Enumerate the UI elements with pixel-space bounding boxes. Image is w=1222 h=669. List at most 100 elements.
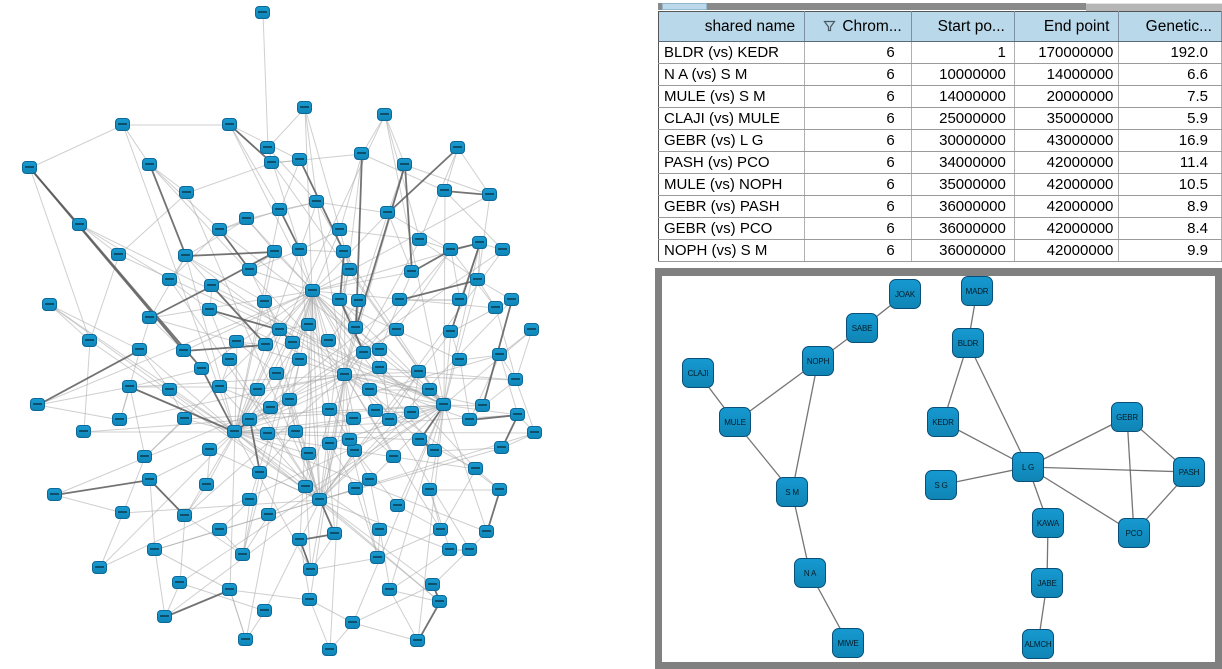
subnetwork-node-bldr[interactable]: BLDR bbox=[952, 328, 984, 358]
network-node[interactable] bbox=[362, 383, 377, 396]
network-node[interactable] bbox=[332, 293, 347, 306]
network-node[interactable] bbox=[112, 413, 127, 426]
network-node[interactable] bbox=[305, 284, 320, 297]
column-header-endpoint[interactable]: End point bbox=[1014, 11, 1120, 42]
network-node[interactable] bbox=[382, 583, 397, 596]
table-cell[interactable]: 7.5 bbox=[1118, 85, 1222, 108]
table-cell[interactable]: 42000000 bbox=[1014, 217, 1120, 240]
network-node[interactable] bbox=[261, 508, 276, 521]
network-node[interactable] bbox=[472, 236, 487, 249]
table-cell[interactable]: 8.4 bbox=[1118, 217, 1222, 240]
network-node[interactable] bbox=[115, 118, 130, 131]
network-node[interactable] bbox=[42, 298, 57, 311]
network-node[interactable] bbox=[257, 295, 272, 308]
network-node[interactable] bbox=[390, 499, 405, 512]
table-cell[interactable]: 14000000 bbox=[1014, 63, 1120, 86]
network-node[interactable] bbox=[142, 311, 157, 324]
network-node[interactable] bbox=[222, 353, 237, 366]
network-node[interactable] bbox=[462, 413, 477, 426]
network-node[interactable] bbox=[285, 336, 300, 349]
subnetwork-node-gebr[interactable]: GEBR bbox=[1111, 402, 1143, 432]
subnetwork-node-sg[interactable]: S G bbox=[925, 470, 957, 500]
network-node[interactable] bbox=[327, 527, 342, 540]
network-node[interactable] bbox=[524, 323, 539, 336]
network-node[interactable] bbox=[443, 243, 458, 256]
table-cell[interactable]: 170000000 bbox=[1014, 41, 1120, 64]
network-node[interactable] bbox=[250, 383, 265, 396]
table-cell[interactable]: 20000000 bbox=[1014, 85, 1120, 108]
network-node[interactable] bbox=[425, 578, 440, 591]
subnetwork-node-madr[interactable]: MADR bbox=[961, 276, 993, 306]
network-node[interactable] bbox=[301, 447, 316, 460]
table-cell[interactable]: 6 bbox=[804, 129, 912, 152]
table-cell[interactable]: 6 bbox=[804, 217, 912, 240]
table-row[interactable]: NOPH (vs) S M 6 36000000 42000000 9.9 bbox=[658, 239, 1222, 262]
network-node[interactable] bbox=[162, 273, 177, 286]
network-node[interactable] bbox=[222, 118, 237, 131]
network-node[interactable] bbox=[362, 473, 377, 486]
network-node[interactable] bbox=[437, 184, 452, 197]
table-cell[interactable]: 43000000 bbox=[1014, 129, 1120, 152]
network-node[interactable] bbox=[132, 343, 147, 356]
table-cell[interactable]: 9.9 bbox=[1118, 239, 1222, 262]
network-node[interactable] bbox=[122, 380, 137, 393]
table-cell[interactable]: GEBR (vs) PCO bbox=[658, 217, 806, 240]
network-node[interactable] bbox=[354, 147, 369, 160]
network-node[interactable] bbox=[202, 443, 217, 456]
network-node[interactable] bbox=[342, 433, 357, 446]
network-node[interactable] bbox=[322, 437, 337, 450]
subnetwork-view[interactable]: JOAK SABE NOPH CLAJI MULE MADR BLDR KEDR GEBR L G… bbox=[662, 276, 1215, 662]
network-node[interactable] bbox=[397, 158, 412, 171]
network-node[interactable] bbox=[255, 6, 270, 19]
network-node[interactable] bbox=[157, 610, 172, 623]
network-node[interactable] bbox=[322, 403, 337, 416]
network-node[interactable] bbox=[142, 158, 157, 171]
column-header-chrom[interactable]: Chrom... bbox=[804, 11, 912, 42]
column-header-genetic[interactable]: Genetic... bbox=[1118, 11, 1222, 42]
network-node[interactable] bbox=[204, 279, 219, 292]
table-cell[interactable]: 10000000 bbox=[911, 63, 1015, 86]
network-node[interactable] bbox=[356, 346, 371, 359]
table-cell[interactable]: 6 bbox=[804, 151, 912, 174]
network-node[interactable] bbox=[229, 335, 244, 348]
network-node[interactable] bbox=[301, 318, 316, 331]
network-node[interactable] bbox=[176, 344, 191, 357]
network-node[interactable] bbox=[242, 413, 257, 426]
table-cell[interactable]: MULE (vs) NOPH bbox=[658, 173, 806, 196]
network-node[interactable] bbox=[82, 334, 97, 347]
table-cell[interactable]: 34000000 bbox=[911, 151, 1015, 174]
network-node[interactable] bbox=[177, 509, 192, 522]
table-cell[interactable]: BLDR (vs) KEDR bbox=[658, 41, 806, 64]
subnetwork-node-lg[interactable]: L G bbox=[1012, 452, 1044, 482]
network-node[interactable] bbox=[422, 383, 437, 396]
table-cell[interactable]: 42000000 bbox=[1014, 239, 1120, 262]
network-node[interactable] bbox=[412, 233, 427, 246]
network-node[interactable] bbox=[30, 398, 45, 411]
network-node[interactable] bbox=[178, 249, 193, 262]
table-cell[interactable]: 6 bbox=[804, 41, 912, 64]
network-node[interactable] bbox=[427, 444, 442, 457]
subnetwork-node-mule[interactable]: MULE bbox=[719, 407, 751, 437]
network-node[interactable] bbox=[194, 362, 209, 375]
table-cell[interactable]: 6 bbox=[804, 239, 912, 262]
network-node[interactable] bbox=[412, 433, 427, 446]
network-node[interactable] bbox=[202, 303, 217, 316]
network-node[interactable] bbox=[47, 488, 62, 501]
network-node[interactable] bbox=[222, 583, 237, 596]
network-node[interactable] bbox=[342, 263, 357, 276]
network-node[interactable] bbox=[72, 218, 87, 231]
table-cell[interactable]: 42000000 bbox=[1014, 151, 1120, 174]
network-node[interactable] bbox=[162, 383, 177, 396]
table-cell[interactable]: 6 bbox=[804, 173, 912, 196]
table-cell[interactable]: 8.9 bbox=[1118, 195, 1222, 218]
network-node[interactable] bbox=[370, 551, 385, 564]
table-cell[interactable]: GEBR (vs) PASH bbox=[658, 195, 806, 218]
table-cell[interactable]: GEBR (vs) L G bbox=[658, 129, 806, 152]
network-node[interactable] bbox=[372, 361, 387, 374]
network-node[interactable] bbox=[147, 543, 162, 556]
network-node[interactable] bbox=[410, 634, 425, 647]
network-node[interactable] bbox=[492, 483, 507, 496]
subnetwork-node-miwe[interactable]: MIWE bbox=[832, 628, 864, 658]
network-node[interactable] bbox=[212, 223, 227, 236]
network-node[interactable] bbox=[411, 365, 426, 378]
